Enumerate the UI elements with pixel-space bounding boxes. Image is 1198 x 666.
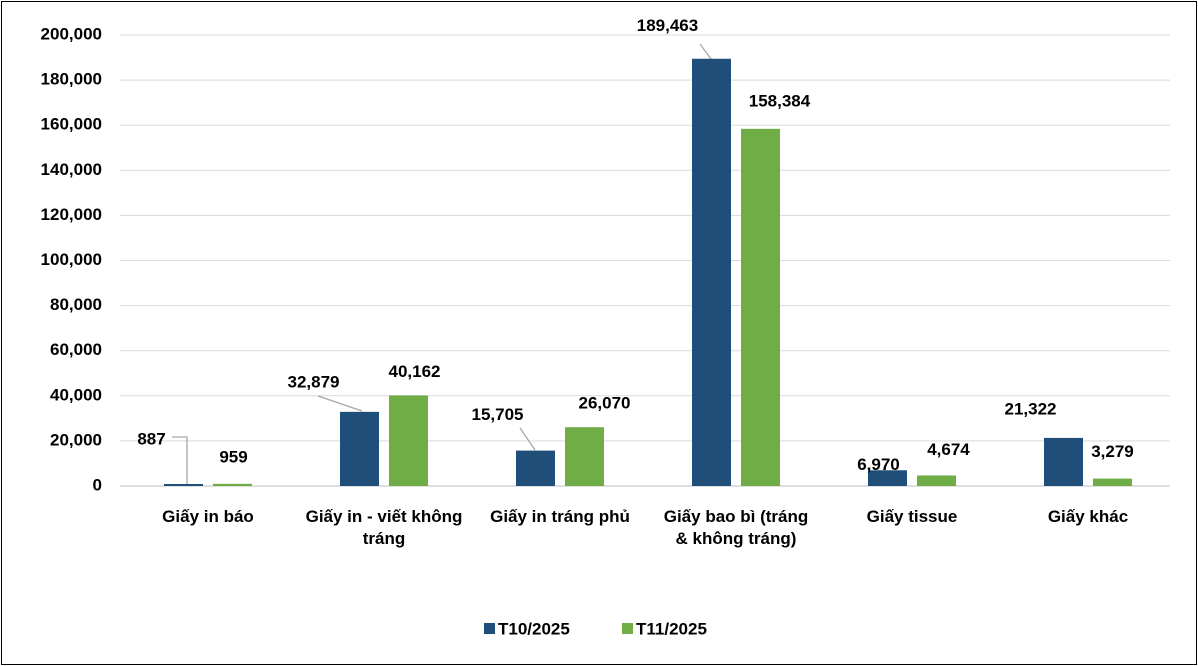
data-label: 3,279 <box>1091 442 1134 461</box>
x-tick-label: Giấy khác <box>1047 507 1129 526</box>
data-label: 887 <box>137 429 165 448</box>
y-tick-label: 140,000 <box>41 160 102 179</box>
bar <box>1044 437 1083 486</box>
grid <box>120 34 1170 487</box>
y-tick-label: 80,000 <box>50 295 102 314</box>
y-tick-label: 120,000 <box>41 205 102 224</box>
leader-line <box>172 436 188 484</box>
bar <box>1093 478 1132 486</box>
x-tick-label: Giấy in - viết không tráng <box>305 507 463 548</box>
data-label: 26,070 <box>579 394 631 413</box>
bar <box>340 411 379 486</box>
bar <box>917 475 956 486</box>
legend-swatch <box>622 623 633 634</box>
bar <box>164 483 203 486</box>
data-label: 6,970 <box>857 455 900 474</box>
data-label: 959 <box>219 447 247 466</box>
y-tick-label: 100,000 <box>41 250 102 269</box>
x-tick-label: Giấy in tráng phủ <box>490 507 630 526</box>
bar <box>213 483 252 486</box>
y-tick-label: 180,000 <box>41 70 102 89</box>
data-label: 15,705 <box>472 405 524 424</box>
y-tick-label: 40,000 <box>50 385 102 404</box>
bar <box>516 450 555 486</box>
y-tick-label: 160,000 <box>41 115 102 134</box>
data-label: 40,162 <box>389 362 441 381</box>
leader-line <box>317 395 363 412</box>
bar <box>389 395 428 486</box>
bar <box>565 427 604 486</box>
data-label: 21,322 <box>1005 399 1057 418</box>
x-tick-label: Giấy in báo <box>162 507 254 526</box>
legend-label: T10/2025 <box>498 619 570 638</box>
bar <box>741 128 780 486</box>
data-label: 158,384 <box>749 91 811 110</box>
x-tick-label: Giấy tissue <box>866 507 958 526</box>
bar <box>868 470 907 486</box>
x-tick-label: Giấy bao bì (tráng & không tráng) <box>663 507 809 548</box>
y-tick-label: 0 <box>93 475 102 494</box>
legend-swatch <box>484 623 495 634</box>
y-tick-label: 200,000 <box>41 24 102 43</box>
bar <box>692 58 731 487</box>
data-label: 32,879 <box>288 372 340 391</box>
y-tick-label: 60,000 <box>50 340 102 359</box>
data-label: 189,463 <box>637 16 698 35</box>
legend-label: T11/2025 <box>636 619 707 638</box>
leader-line <box>699 43 712 60</box>
data-label: 4,674 <box>927 440 970 459</box>
leader-line <box>519 427 536 451</box>
y-tick-label: 20,000 <box>50 430 102 449</box>
